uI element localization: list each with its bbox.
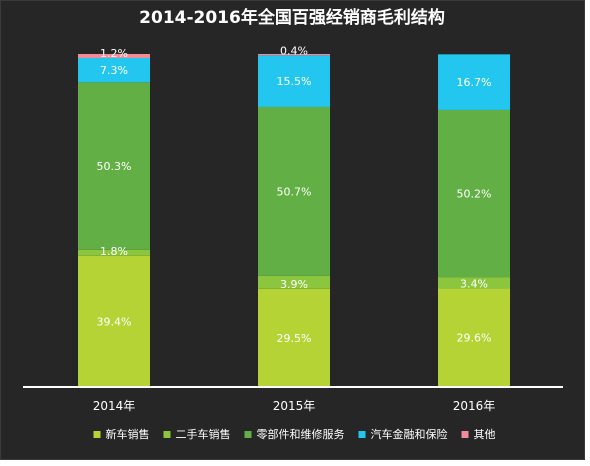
data-label-2-3: 16.7% — [457, 76, 492, 89]
data-label-1-3: 15.5% — [277, 75, 312, 88]
legend: 新车销售 二手车销售 零部件和维修服务 汽车金融和保险 其他 — [93, 427, 496, 441]
bar-segment-1-2 — [258, 106, 330, 276]
data-label-2-0: 29.6% — [457, 332, 492, 345]
legend-label-3: 汽车金融和保险 — [371, 427, 448, 441]
legend-swatch-3 — [358, 431, 366, 438]
legend-swatch-1 — [163, 431, 171, 438]
bar-segment-1-1 — [258, 275, 330, 289]
x-tick-label-1: 2015年 — [273, 399, 316, 413]
stacked-bar-chart: 2014-2016年全国百强经销商毛利结构 39.4% 1.8% 50.3% 7.3%… — [23, 7, 563, 441]
legend-label-1: 二手车销售 — [176, 427, 231, 441]
bar-segment-0-0 — [78, 255, 150, 387]
data-label-1-4: 0.4% — [280, 44, 308, 57]
legend-label-0: 新车销售 — [106, 427, 150, 441]
bar-segment-1-3 — [258, 55, 330, 107]
data-label-0-4: 1.2% — [100, 47, 128, 60]
x-tick-labels-group: 2014年 2015年 2016年 — [93, 399, 496, 413]
bar-segment-0-4 — [78, 54, 150, 58]
data-label-1-1: 3.9% — [280, 278, 308, 291]
data-label-1-2: 50.7% — [277, 185, 312, 198]
bar-segment-1-0 — [258, 288, 330, 387]
data-label-0-1: 1.8% — [100, 245, 128, 258]
x-tick-label-0: 2014年 — [93, 399, 136, 413]
bar-segment-0-3 — [78, 57, 150, 83]
bar-segment-2-2 — [438, 109, 510, 278]
data-label-0-0: 39.4% — [97, 315, 132, 328]
x-tick-label-2: 2016年 — [453, 399, 496, 413]
bar-segment-0-2 — [78, 82, 150, 250]
data-label-0-2: 50.3% — [97, 160, 132, 173]
bar-segment-2-3 — [438, 54, 510, 110]
data-label-1-0: 29.5% — [277, 332, 312, 345]
legend-label-4: 其他 — [474, 428, 496, 441]
legend-swatch-0 — [93, 431, 101, 438]
bars-group — [78, 54, 510, 387]
bar-segment-1-4 — [258, 54, 330, 56]
bar-segment-2-0 — [438, 288, 510, 387]
data-label-2-1: 3.4% — [460, 277, 488, 290]
legend-swatch-2 — [244, 431, 252, 438]
data-label-0-3: 7.3% — [100, 64, 128, 77]
data-labels-group: 39.4% 1.8% 50.3% 7.3% 1.2% 29.5% 3.9% 50.7% 15.5… — [97, 44, 492, 345]
chart-panel: 2014-2016年全国百强经销商毛利结构 39.4% 1.8% 50.3% 7.3%… — [0, 0, 585, 460]
chart-title: 2014-2016年全国百强经销商毛利结构 — [139, 7, 445, 28]
legend-label-2: 零部件和维修服务 — [257, 427, 345, 441]
bar-segment-0-1 — [78, 249, 150, 256]
legend-swatch-4 — [461, 431, 469, 438]
data-label-2-2: 50.2% — [457, 188, 492, 201]
bar-segment-2-1 — [438, 277, 510, 289]
